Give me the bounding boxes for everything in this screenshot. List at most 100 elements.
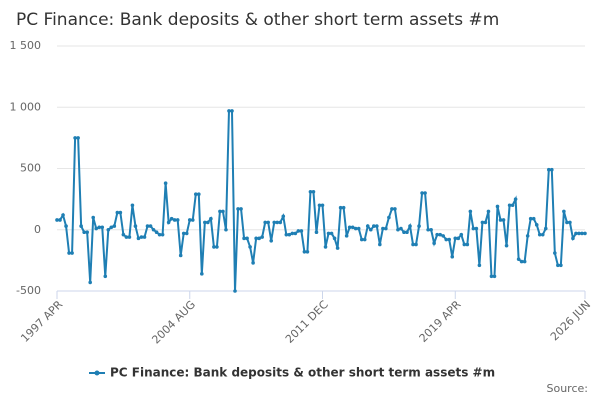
point bbox=[290, 231, 295, 236]
point bbox=[91, 215, 96, 220]
point bbox=[414, 242, 418, 247]
point bbox=[411, 242, 415, 247]
point bbox=[311, 189, 316, 194]
point bbox=[109, 225, 114, 230]
point bbox=[302, 250, 307, 254]
point bbox=[154, 230, 159, 234]
point bbox=[85, 230, 89, 234]
point bbox=[206, 220, 210, 225]
point bbox=[480, 220, 485, 225]
x-tick-label: 2019 APR bbox=[417, 298, 464, 345]
point bbox=[148, 224, 153, 228]
point bbox=[341, 205, 346, 210]
point bbox=[492, 274, 497, 279]
point bbox=[516, 257, 521, 261]
point bbox=[408, 224, 412, 228]
point bbox=[447, 237, 452, 242]
point bbox=[73, 136, 77, 140]
point bbox=[100, 225, 105, 230]
point bbox=[402, 230, 406, 234]
point bbox=[227, 109, 231, 113]
point bbox=[562, 209, 566, 214]
point bbox=[200, 272, 204, 276]
point bbox=[76, 136, 80, 140]
point bbox=[212, 245, 216, 249]
point bbox=[284, 232, 289, 237]
point bbox=[459, 232, 464, 237]
point bbox=[112, 224, 117, 228]
point bbox=[510, 203, 515, 208]
point bbox=[462, 242, 467, 247]
point bbox=[142, 235, 147, 239]
point bbox=[55, 218, 59, 222]
x-tick-label: 1997 APR bbox=[18, 298, 65, 345]
point bbox=[272, 220, 277, 225]
point bbox=[275, 220, 280, 225]
point bbox=[329, 231, 334, 236]
point bbox=[540, 232, 545, 237]
point bbox=[145, 224, 150, 228]
point bbox=[163, 181, 168, 185]
point bbox=[115, 210, 120, 215]
point bbox=[317, 203, 322, 208]
point bbox=[157, 232, 162, 237]
point bbox=[390, 207, 394, 211]
point bbox=[266, 220, 271, 225]
point bbox=[88, 280, 92, 285]
point bbox=[187, 218, 192, 222]
point bbox=[450, 254, 455, 259]
point bbox=[251, 261, 255, 265]
point bbox=[356, 226, 361, 231]
point bbox=[296, 229, 301, 233]
point bbox=[378, 242, 382, 247]
point bbox=[468, 209, 473, 214]
point bbox=[184, 231, 189, 236]
point bbox=[67, 251, 71, 255]
point bbox=[375, 224, 379, 228]
point bbox=[577, 231, 581, 236]
x-tick-label: 2026 JUN bbox=[548, 298, 593, 343]
point bbox=[574, 231, 578, 236]
point bbox=[260, 235, 264, 239]
point bbox=[417, 224, 421, 228]
point bbox=[203, 220, 207, 225]
source: Source: bbox=[547, 382, 589, 395]
point bbox=[314, 230, 319, 234]
point bbox=[507, 203, 512, 208]
point bbox=[537, 232, 542, 237]
point bbox=[172, 218, 177, 222]
point bbox=[254, 236, 258, 241]
point bbox=[64, 224, 68, 228]
point bbox=[299, 229, 304, 233]
point bbox=[293, 231, 298, 236]
point bbox=[543, 226, 548, 231]
point bbox=[420, 191, 424, 195]
point bbox=[522, 259, 527, 264]
point bbox=[534, 223, 539, 227]
x-tick-label: 2004 AUG bbox=[149, 298, 198, 347]
point bbox=[326, 231, 331, 236]
point bbox=[332, 236, 337, 241]
point bbox=[531, 216, 536, 221]
point bbox=[381, 226, 385, 231]
point bbox=[335, 246, 340, 250]
y-tick-label: 1 000 bbox=[10, 100, 42, 113]
point bbox=[405, 230, 409, 234]
point bbox=[489, 274, 494, 279]
point bbox=[136, 236, 141, 241]
point bbox=[474, 226, 479, 231]
point bbox=[221, 209, 225, 214]
y-tick-label: 1 500 bbox=[10, 39, 42, 52]
x-tick-label: 2011 DEC bbox=[283, 298, 331, 346]
point bbox=[444, 237, 449, 242]
point bbox=[513, 197, 518, 201]
point bbox=[278, 220, 283, 225]
point bbox=[151, 227, 156, 232]
point bbox=[498, 218, 503, 222]
point bbox=[121, 232, 126, 237]
point bbox=[387, 215, 391, 220]
point bbox=[338, 205, 343, 210]
point bbox=[190, 218, 195, 222]
point bbox=[438, 232, 442, 237]
